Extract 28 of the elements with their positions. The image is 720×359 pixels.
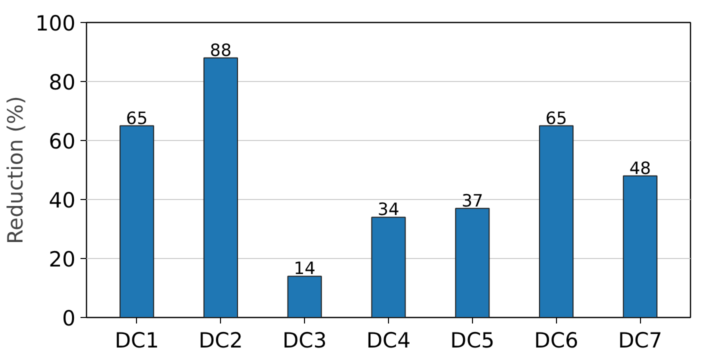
bar bbox=[455, 208, 490, 318]
x-tick-label: DC1 bbox=[114, 328, 159, 352]
data-label: 48 bbox=[629, 158, 651, 179]
x-tick-label: DC3 bbox=[282, 328, 327, 352]
y-tick-label: 20 bbox=[48, 248, 76, 272]
data-label: 37 bbox=[462, 191, 484, 212]
x-tick-label: DC4 bbox=[366, 328, 411, 352]
bar bbox=[287, 276, 322, 318]
y-axis-title: Reduction (%) bbox=[3, 96, 28, 244]
x-tick-label: DC6 bbox=[534, 328, 578, 352]
bar bbox=[539, 125, 574, 318]
bar bbox=[622, 175, 658, 318]
data-label: 88 bbox=[210, 40, 232, 61]
data-label: 14 bbox=[294, 259, 316, 280]
bar bbox=[203, 57, 238, 318]
bar bbox=[371, 216, 406, 318]
y-tick-label: 0 bbox=[62, 306, 76, 330]
x-tick-label: DC2 bbox=[198, 328, 243, 352]
data-label: 34 bbox=[378, 200, 400, 220]
bar bbox=[120, 125, 154, 318]
y-tick-label: 100 bbox=[35, 12, 76, 36]
y-tick-label: 60 bbox=[48, 130, 76, 154]
data-label: 65 bbox=[126, 108, 148, 129]
data-label: 65 bbox=[545, 108, 568, 129]
y-tick-label: 40 bbox=[48, 188, 76, 212]
x-tick-label: DC7 bbox=[618, 328, 662, 352]
x-tick-label: DC5 bbox=[450, 328, 494, 352]
y-tick-label: 80 bbox=[48, 70, 76, 94]
